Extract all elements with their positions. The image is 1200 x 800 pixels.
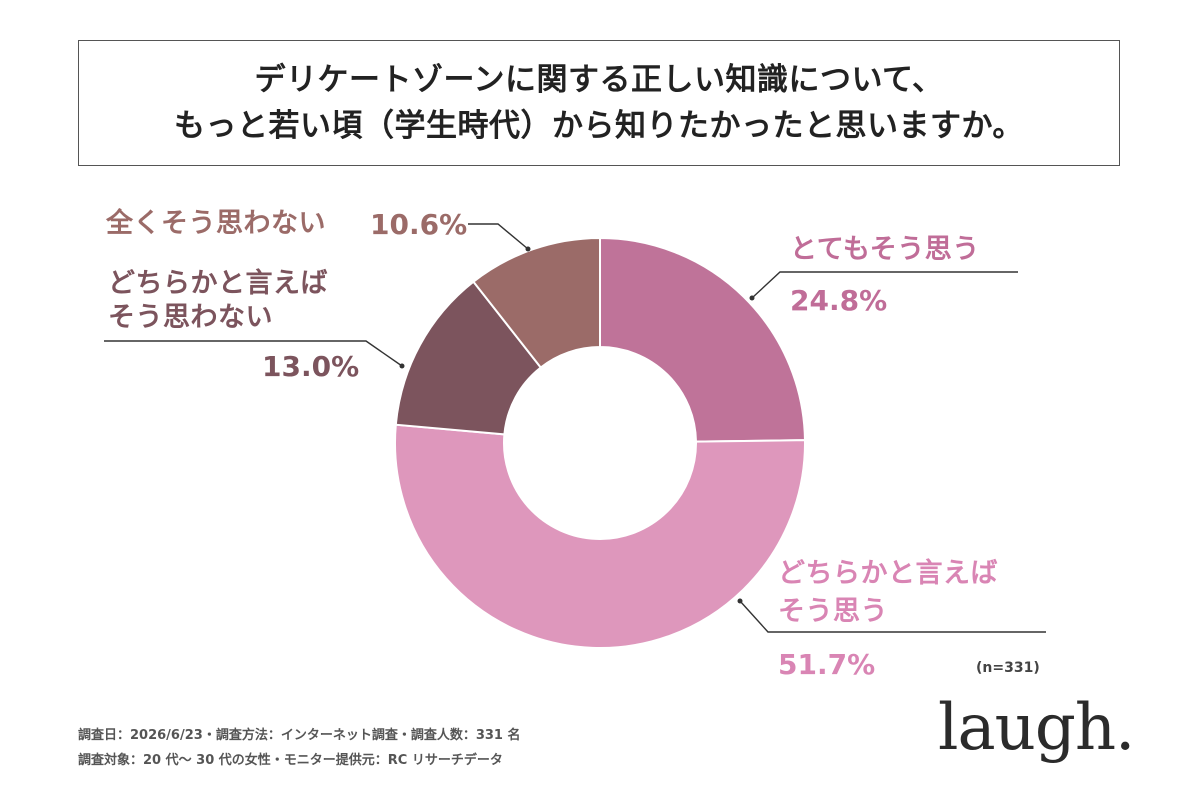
slice-label-strongly-disagree: 全くそう思わない [106,208,326,239]
footer-line-2: 調査対象：20 代〜 30 代の女性・モニター提供元：RC リサーチデータ [78,753,503,768]
leader-somewhat-disagree [104,340,403,367]
leader-somewhat-agree-dot [737,598,743,604]
leader-very-agree-dot [749,295,755,301]
slice-label-somewhat-agree-line1: どちらかと言えば [778,558,998,589]
leader-somewhat-disagree-dot [399,363,405,369]
leader-strongly-disagree-dot [525,246,531,252]
leader-lines [104,223,1046,633]
slice-value-very-agree: 24.8% [790,284,888,317]
slice-somewhat-disagree [394,280,543,436]
donut-slices [394,236,806,649]
title-box: デリケートゾーンに関する正しい知識について、 もっと若い頃（学生時代）から知りた… [78,40,1120,166]
slice-label-very-agree: とてもそう思う [790,234,980,265]
slice-label-somewhat-disagree-line1: どちらかと言えば [108,268,328,299]
leader-strongly-disagree [468,223,529,250]
title-line-2: もっと若い頃（学生時代）から知りたかったと思いますか。 [174,108,1024,144]
leader-somewhat-agree [739,600,1046,633]
slice-label-somewhat-disagree-line2: そう思わない [108,302,273,333]
slice-value-somewhat-agree: 51.7% [778,648,876,681]
slice-value-somewhat-disagree: 13.0% [262,350,360,383]
slice-label-somewhat-agree-line2: そう思う [778,596,888,627]
slice-strongly-disagree [472,236,601,369]
slice-value-strongly-disagree: 10.6% [370,208,468,241]
laugh-logo: laugh. [938,691,1135,765]
slice-very-agree [599,236,806,443]
sample-size-note: (n=331) [976,660,1040,676]
title-line-1: デリケートゾーンに関する正しい知識について、 [254,62,944,98]
slice-somewhat-agree [394,423,806,649]
leader-very-agree [751,271,1018,299]
footer-line-1: 調査日：2026/6/23・調査方法：インターネット調査・調査人数：331 名 [78,728,521,743]
